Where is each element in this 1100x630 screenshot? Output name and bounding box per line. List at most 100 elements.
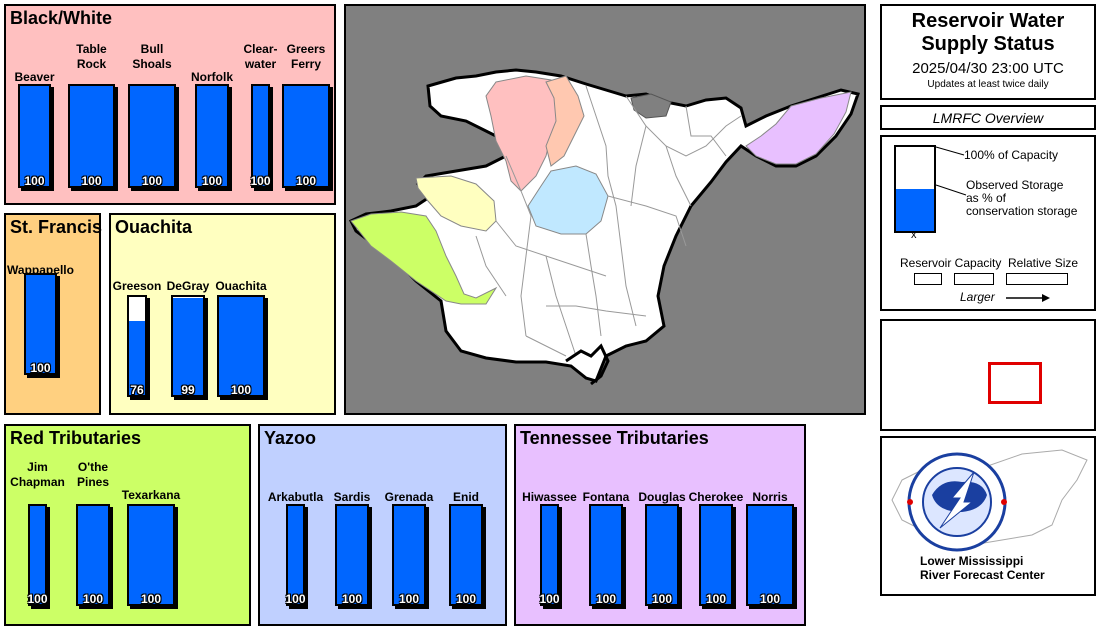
storage-fill	[129, 320, 145, 395]
legend-capacity-label: Reservoir Capacity	[900, 256, 1002, 270]
reservoir-name: Cherokee	[688, 490, 744, 504]
legend: x 100% of Capacity Observed Storage as %…	[880, 135, 1096, 311]
reservoir-tank[interactable]	[18, 84, 51, 188]
nws-logo-icon	[891, 449, 1088, 552]
reservoir-tank[interactable]	[589, 504, 623, 606]
basin-map[interactable]	[344, 4, 866, 415]
group-st-francis: St. Francis Wappapello 100	[4, 213, 103, 415]
storage-percent: 100	[24, 174, 45, 188]
reservoir-tank[interactable]	[335, 504, 369, 606]
storage-percent: 100	[341, 592, 363, 606]
reservoir-tank[interactable]	[195, 84, 229, 188]
group-title: Tennessee Tributaries	[520, 428, 709, 448]
storage-fill	[542, 506, 557, 604]
group-title: St. Francis	[10, 217, 103, 237]
reservoir-name: Enid	[453, 490, 479, 504]
storage-percent: 100	[295, 174, 317, 188]
legend-tank	[894, 145, 936, 233]
storage-percent: 100	[27, 592, 48, 606]
reservoir-tank[interactable]	[76, 504, 110, 606]
reservoir-tank[interactable]	[68, 84, 115, 188]
page-title-line1: Reservoir Water	[911, 10, 1065, 32]
reservoir-name: Fontana	[582, 490, 630, 504]
storage-percent: 100	[539, 592, 560, 606]
legend-fill	[896, 189, 934, 231]
overview-link-label: LMRFC Overview	[932, 110, 1044, 126]
storage-fill	[78, 506, 108, 604]
storage-percent: 100	[250, 174, 271, 188]
reservoir-name: DeGray	[166, 279, 210, 293]
reservoir-tank[interactable]	[127, 295, 147, 397]
locator-box	[880, 319, 1096, 431]
legend-observed-1: Observed Storage	[966, 178, 1064, 192]
reservoir-name: Wappapello	[7, 263, 74, 277]
reservoir-tank[interactable]	[127, 504, 175, 606]
locator-rectangle	[988, 362, 1042, 404]
legend-capacity: 100% of Capacity	[964, 148, 1059, 162]
legend-observed-2: as % of	[966, 191, 1007, 205]
storage-percent: 100	[398, 592, 420, 606]
storage-percent: 100	[285, 592, 306, 606]
reservoir-name: Jim Chapman	[10, 460, 65, 489]
reservoir-tank[interactable]	[24, 273, 57, 375]
group-yazoo: Yazoo Arkabutla 100 Sardis 100 Grenada 100 Eni…	[258, 424, 507, 626]
storage-fill	[20, 86, 49, 186]
reservoir-tank[interactable]	[699, 504, 733, 606]
reservoir-name: Norfolk	[191, 70, 233, 84]
reservoir-tank[interactable]	[128, 84, 176, 188]
storage-fill	[26, 275, 55, 373]
reservoir-name: Clear-water	[243, 42, 278, 71]
group-title: Yazoo	[264, 428, 317, 448]
region-upper	[630, 93, 672, 119]
storage-percent: 100	[595, 592, 617, 606]
reservoir-tank[interactable]	[540, 504, 559, 606]
reservoir-name: Arkabutla	[267, 490, 324, 504]
storage-fill	[337, 506, 367, 604]
reservoir-name: Ouachita	[215, 279, 267, 293]
reservoir-tank[interactable]	[251, 84, 270, 188]
group-ouachita: Ouachita Greeson 76 DeGray 99 Ouachita 100	[109, 213, 336, 415]
sub-basin-lines	[475, 85, 742, 357]
overview-link[interactable]: LMRFC Overview	[880, 105, 1096, 130]
reservoir-tank[interactable]	[217, 295, 265, 397]
storage-fill	[130, 86, 174, 186]
reservoir-name: Bull Shoals	[132, 42, 172, 71]
storage-percent: 100	[30, 361, 51, 375]
reservoir-tank[interactable]	[171, 295, 205, 397]
storage-percent: 100	[201, 174, 223, 188]
storage-fill	[701, 506, 731, 604]
legend-larger: Larger	[960, 290, 995, 304]
region-greers	[545, 75, 585, 167]
storage-fill	[591, 506, 621, 604]
reservoir-name: Grenada	[384, 490, 434, 504]
storage-fill	[647, 506, 677, 604]
arrow-right-icon	[1006, 294, 1050, 302]
region-red	[350, 211, 498, 305]
storage-fill	[288, 506, 303, 604]
reservoir-tank[interactable]	[746, 504, 794, 606]
reservoir-tank[interactable]	[392, 504, 426, 606]
group-red-tributaries: Red Tributaries Jim Chapman 100 O'the Pines 1…	[4, 424, 251, 626]
storage-fill	[451, 506, 481, 604]
storage-fill	[394, 506, 424, 604]
storage-percent: 99	[181, 383, 195, 397]
status-datetime: 2025/04/30 23:00 UTC	[912, 60, 1064, 77]
reservoir-name: Texarkana	[121, 488, 181, 502]
reservoir-tank[interactable]	[286, 504, 305, 606]
storage-fill	[197, 86, 227, 186]
storage-fill	[30, 506, 45, 604]
group-title: Black/White	[10, 8, 113, 28]
reservoir-tank[interactable]	[282, 84, 330, 188]
reservoir-tank[interactable]	[449, 504, 483, 606]
storage-fill	[70, 86, 113, 186]
reservoir-tank[interactable]	[645, 504, 679, 606]
update-note: Updates at least twice daily	[927, 79, 1049, 90]
group-tennessee-tributaries: Tennessee Tributaries Hiwassee 100 Fontana…	[514, 424, 806, 626]
storage-percent: 100	[230, 383, 252, 397]
nws-logo-panel[interactable]: Lower Mississippi River Forecast Center	[880, 436, 1096, 596]
storage-percent: 100	[81, 174, 102, 188]
legend-size-label: Relative Size	[1008, 256, 1079, 270]
reservoir-tank[interactable]	[28, 504, 47, 606]
storage-percent: 100	[140, 592, 162, 606]
legend-size-small	[914, 273, 942, 285]
